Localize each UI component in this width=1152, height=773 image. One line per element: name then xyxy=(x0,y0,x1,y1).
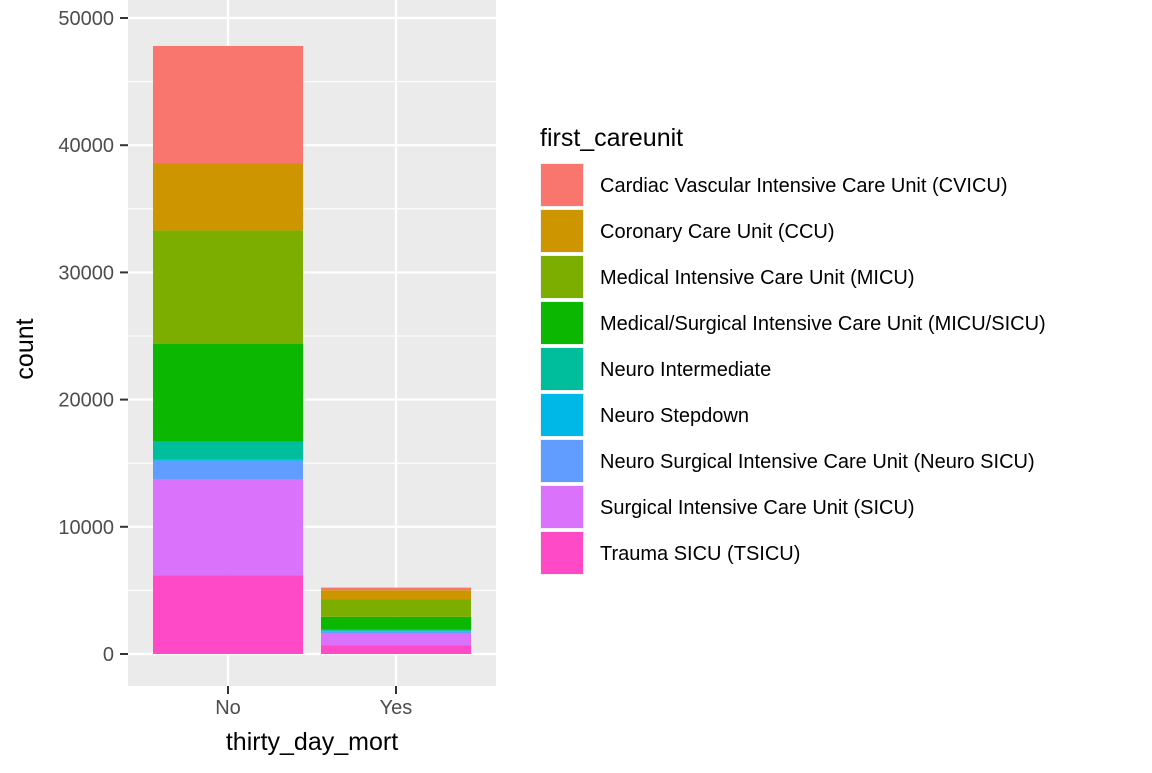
legend-key xyxy=(541,486,583,528)
bar-segment xyxy=(321,634,471,645)
bar-segment xyxy=(153,480,303,575)
bar-segment xyxy=(153,344,303,442)
legend-key xyxy=(541,164,583,206)
legend-label: Trauma SICU (TSICU) xyxy=(600,543,800,565)
bar-segment xyxy=(153,230,303,343)
bar-segment xyxy=(153,459,303,460)
x-tick-label: No xyxy=(215,697,241,719)
legend: first_careunit Cardiac Vascular Intensiv… xyxy=(540,124,1046,575)
bar-segment xyxy=(153,163,303,230)
bar-segment xyxy=(321,599,471,617)
legend-key xyxy=(541,348,583,390)
bar-segment xyxy=(153,461,303,480)
bar-segment xyxy=(321,617,471,630)
x-axis-title: thirty_day_mort xyxy=(226,728,398,756)
legend-title: first_careunit xyxy=(540,124,683,152)
bar-segment xyxy=(321,645,471,654)
y-tick-label: 50000 xyxy=(58,8,114,30)
bar-segment xyxy=(321,588,471,591)
bar-segment xyxy=(321,590,471,599)
y-axis: 0 10000 20000 30000 40000 50000 xyxy=(58,8,128,666)
y-tick-label: 0 xyxy=(103,644,114,666)
bar-segment xyxy=(153,46,303,163)
legend-key xyxy=(541,302,583,344)
legend-label: Neuro Intermediate xyxy=(600,359,771,381)
bar-segment xyxy=(153,575,303,654)
legend-key xyxy=(541,210,583,252)
y-tick-label: 30000 xyxy=(58,262,114,284)
legend-label: Coronary Care Unit (CCU) xyxy=(600,221,835,243)
y-tick-label: 10000 xyxy=(58,517,114,539)
legend-label: Neuro Surgical Intensive Care Unit (Neur… xyxy=(600,451,1035,473)
y-axis-title: count xyxy=(11,318,39,379)
legend-label: Cardiac Vascular Intensive Care Unit (CV… xyxy=(600,175,1008,197)
legend-key xyxy=(541,532,583,574)
y-tick-label: 40000 xyxy=(58,135,114,157)
x-tick-label: Yes xyxy=(380,697,413,719)
x-axis: No Yes xyxy=(215,686,412,719)
legend-key xyxy=(541,256,583,298)
y-tick-label: 20000 xyxy=(58,390,114,412)
legend-key xyxy=(541,440,583,482)
legend-label: Neuro Stepdown xyxy=(600,405,749,427)
legend-label: Medical/Surgical Intensive Care Unit (MI… xyxy=(600,313,1046,335)
legend-label: Medical Intensive Care Unit (MICU) xyxy=(600,267,915,289)
bar-segment xyxy=(321,631,471,634)
bar-segment xyxy=(153,442,303,460)
bar-segment xyxy=(321,630,471,631)
legend-label: Surgical Intensive Care Unit (SICU) xyxy=(600,497,915,519)
legend-key xyxy=(541,394,583,436)
